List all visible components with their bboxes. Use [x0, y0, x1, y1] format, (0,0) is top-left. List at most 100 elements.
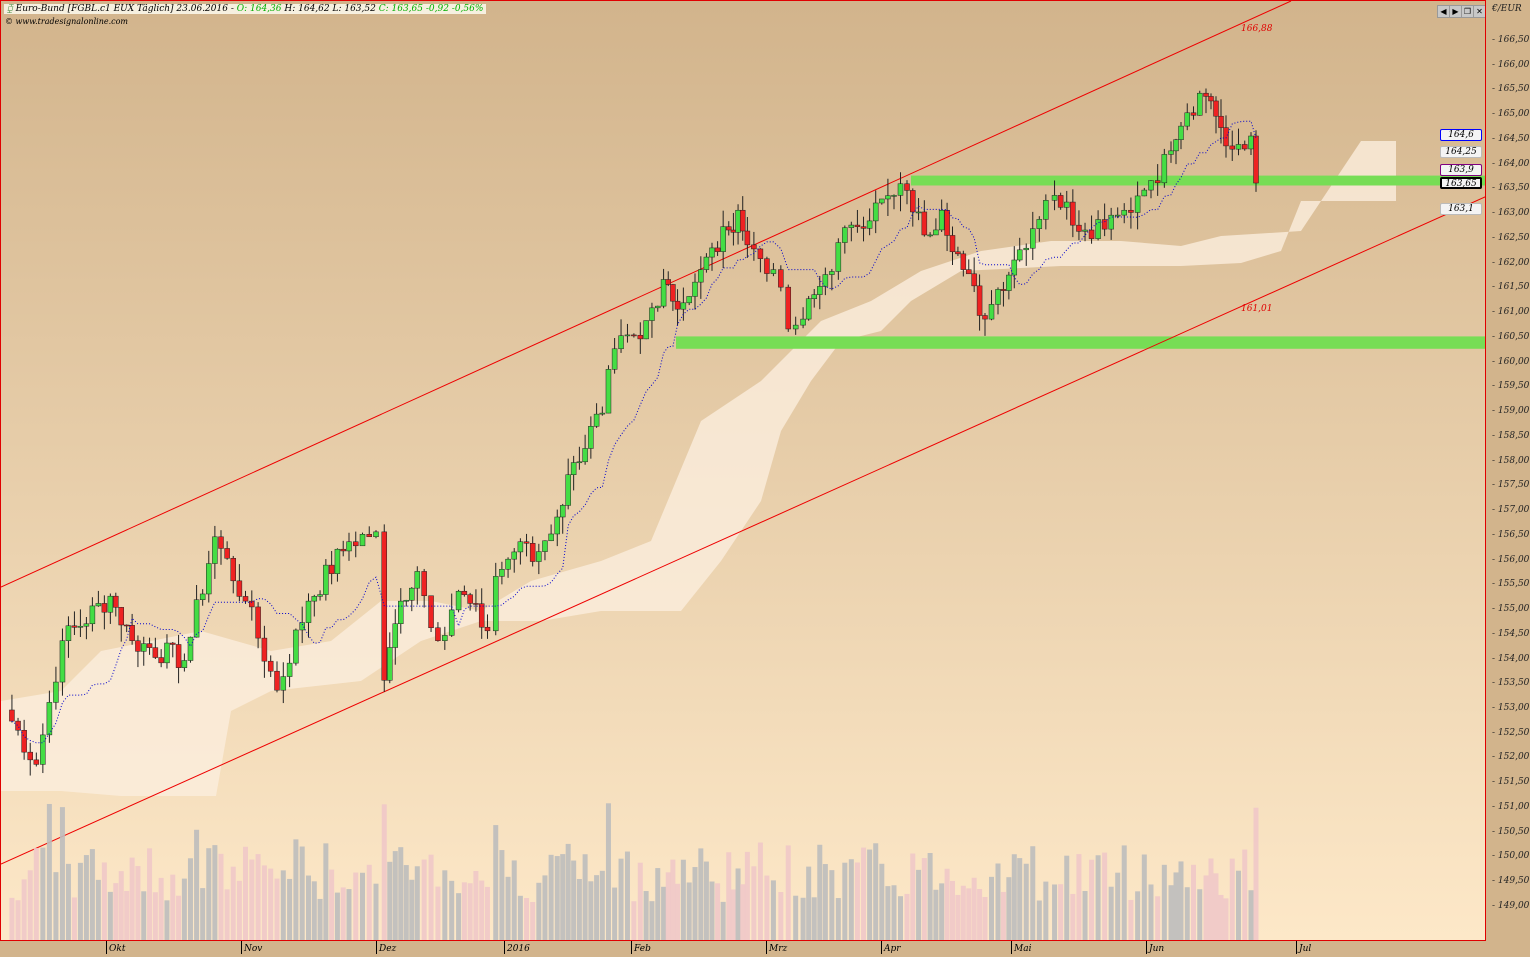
candle-body — [218, 536, 224, 549]
candle-body — [536, 551, 542, 562]
candle-body — [40, 734, 46, 765]
volume-bar — [811, 897, 817, 940]
candle-body — [1218, 115, 1224, 128]
x-tick-label: Apr — [881, 941, 901, 954]
candle-body — [428, 595, 434, 629]
candle-body — [175, 644, 182, 668]
candle-body — [674, 300, 681, 310]
volume-bar — [1168, 885, 1174, 940]
candle-body — [1154, 180, 1161, 184]
candle-body — [649, 307, 655, 321]
candle-body — [1168, 150, 1174, 155]
candle-body — [77, 625, 84, 628]
candle-body — [944, 209, 950, 236]
candle-body — [1248, 135, 1254, 150]
candle-body — [293, 629, 299, 664]
candle-body — [1114, 214, 1121, 217]
volume-bar — [27, 870, 33, 940]
candle-body — [1208, 96, 1214, 102]
volume-bar — [594, 875, 600, 940]
candle-body — [542, 540, 548, 552]
volume-bar — [1128, 899, 1134, 940]
volume-bar — [1248, 890, 1254, 940]
y-tick-label: - 150,00 — [1492, 851, 1530, 862]
x-tick-label: Okt — [106, 941, 125, 954]
candle-body — [1148, 180, 1154, 191]
candle-body — [398, 600, 404, 624]
candle-body — [698, 269, 704, 283]
chart-area[interactable]: ⧮ Euro-Bund [FGBL.c1 EUX Täglich] 23.06.… — [0, 0, 1486, 941]
source-label: © www.tradesignalonline.com — [5, 17, 129, 26]
candle-icon: ⧮ — [7, 4, 13, 14]
candle-body — [1063, 201, 1070, 208]
volume-bar — [655, 868, 661, 940]
volume-bar — [129, 857, 135, 940]
candle-body — [181, 660, 188, 668]
y-tick-label: - 149,50 — [1492, 876, 1530, 887]
candle-body — [1128, 209, 1134, 213]
candle-body — [359, 534, 366, 547]
volume-bar — [1115, 872, 1121, 940]
candle-body — [982, 315, 988, 320]
volume-bar — [1017, 858, 1023, 940]
candle-body — [792, 324, 799, 330]
candle-body — [328, 564, 335, 574]
price-tag: 163,9 — [1440, 164, 1482, 176]
x-tick-label: Nov — [241, 941, 262, 954]
y-tick-label: - 160,00 — [1492, 356, 1530, 367]
candle-body — [280, 676, 287, 691]
candle-body — [960, 253, 967, 270]
volume-bar — [299, 846, 305, 940]
next-button[interactable]: ▶ — [1449, 5, 1462, 18]
volume-bar — [1043, 881, 1049, 940]
candle-body — [1253, 135, 1259, 184]
volume-bar — [218, 853, 224, 940]
volume-bar — [829, 870, 835, 940]
volume-bar — [842, 862, 848, 940]
candle-body — [714, 247, 721, 252]
price-chart — [1, 1, 1485, 940]
candle-body — [800, 318, 806, 326]
volume-bar — [83, 855, 89, 940]
volume-bar — [353, 872, 359, 940]
volume-bar — [1076, 854, 1082, 940]
chart-header: ⧮ Euro-Bund [FGBL.c1 EUX Täglich] 23.06.… — [4, 4, 487, 14]
candle-body — [1043, 200, 1049, 220]
candle-body — [286, 662, 293, 677]
volume-bar — [360, 872, 365, 940]
volume-bar — [960, 885, 966, 940]
candle-body — [811, 294, 817, 299]
candle-body — [1095, 219, 1101, 239]
close-button[interactable]: ✕ — [1473, 5, 1485, 18]
candle-body — [778, 269, 784, 288]
volume-bar — [665, 872, 671, 940]
volume-bar — [170, 874, 176, 940]
candle-body — [107, 595, 114, 613]
candle-body — [414, 571, 421, 589]
volume-bar — [366, 864, 372, 940]
candle-body — [643, 320, 649, 340]
volume-bar — [670, 859, 676, 940]
candle-body — [730, 229, 737, 233]
volume-bar — [1082, 891, 1088, 940]
candle-body — [670, 284, 676, 302]
volume-bar — [409, 879, 415, 940]
candle-body — [665, 279, 671, 285]
candle-body — [230, 558, 236, 582]
volume-bar — [1006, 877, 1012, 940]
volume-bar — [605, 803, 611, 940]
candle-body — [1197, 92, 1203, 116]
volume-bar — [800, 897, 806, 940]
y-tick-label: - 165,50 — [1492, 84, 1530, 95]
candle-body — [879, 198, 885, 204]
candle-body — [1235, 144, 1242, 150]
volume-bar — [435, 886, 441, 940]
y-tick-label: - 159,50 — [1492, 381, 1530, 392]
candle-body — [971, 273, 977, 287]
candle-body — [340, 548, 346, 552]
volume-bar — [576, 878, 582, 940]
volume-bar — [1236, 870, 1241, 940]
volume-bar — [785, 845, 791, 940]
volume-bar — [726, 852, 732, 940]
price-tag: 163,65 — [1440, 177, 1482, 189]
